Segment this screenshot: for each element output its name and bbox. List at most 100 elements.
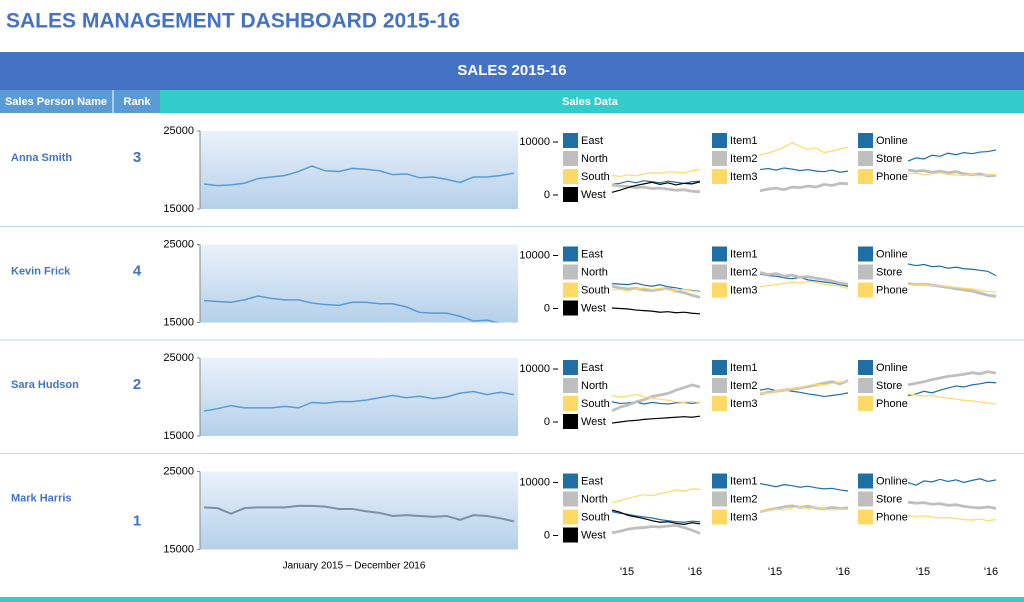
y-tick-label: 15000 bbox=[163, 543, 194, 555]
legend-swatch bbox=[563, 282, 578, 298]
legend-swatch bbox=[712, 378, 727, 393]
legend-label: Item3 bbox=[730, 171, 758, 183]
x-tick-label: '15 bbox=[916, 566, 930, 578]
legend-label: North bbox=[581, 380, 608, 392]
legend-label: Item2 bbox=[730, 380, 758, 392]
sparkline bbox=[611, 511, 701, 523]
sparkline bbox=[611, 393, 701, 404]
legend-label: Item3 bbox=[730, 284, 758, 296]
legend-swatch bbox=[858, 360, 873, 375]
legend-swatch bbox=[858, 509, 873, 525]
legend-label: Item3 bbox=[730, 511, 758, 523]
legend-label: East bbox=[581, 135, 603, 147]
sparkline bbox=[759, 271, 849, 286]
legend-label: Item3 bbox=[730, 398, 758, 410]
legend-swatch bbox=[712, 282, 727, 298]
legend-label: Store bbox=[876, 493, 902, 505]
legend-swatch bbox=[563, 396, 578, 411]
legend-swatch bbox=[712, 491, 727, 507]
legend-label: Online bbox=[876, 135, 908, 147]
dashboard-title: SALES MANAGEMENT DASHBOARD 2015-16 bbox=[6, 10, 460, 33]
sparkline bbox=[611, 509, 701, 525]
sales-person-name: Mark Harris bbox=[11, 492, 72, 504]
legend-swatch bbox=[563, 300, 578, 316]
sparkline bbox=[907, 283, 997, 293]
sparkline bbox=[611, 284, 701, 299]
legend-swatch bbox=[858, 264, 873, 280]
sparkline bbox=[759, 280, 849, 289]
sparkline bbox=[907, 172, 997, 177]
x-tick-label: '16 bbox=[688, 566, 702, 578]
sparkline bbox=[611, 183, 701, 194]
sparkline bbox=[759, 273, 849, 287]
sales-person-name: Anna Smith bbox=[11, 152, 72, 164]
legend-label: Phone bbox=[876, 511, 908, 523]
legend-label: Phone bbox=[876, 284, 908, 296]
y-tick-label: 10000 bbox=[519, 476, 550, 488]
sparkline bbox=[907, 149, 997, 162]
x-tick-label: '15 bbox=[768, 566, 782, 578]
legend-label: Store bbox=[876, 153, 902, 165]
legend-swatch bbox=[712, 246, 727, 262]
legend-label: South bbox=[581, 511, 610, 523]
sales-line bbox=[203, 504, 515, 523]
sparkline bbox=[907, 514, 997, 522]
header-cell bbox=[113, 90, 160, 113]
banner-bar bbox=[0, 52, 1024, 90]
legend-label: South bbox=[581, 171, 610, 183]
y-tick-label: 0 bbox=[544, 416, 550, 428]
column-header: Sales Person Name bbox=[5, 96, 107, 108]
legend-label: Item2 bbox=[730, 266, 758, 278]
legend-label: North bbox=[581, 153, 608, 165]
header-cell bbox=[160, 90, 1024, 113]
legend-label: Item1 bbox=[730, 248, 758, 260]
y-tick-label: 0 bbox=[544, 529, 550, 541]
y-tick-label: 0 bbox=[544, 189, 550, 201]
y-tick-label: 25000 bbox=[163, 238, 194, 250]
y-tick-label: 0 bbox=[544, 302, 550, 314]
legend-swatch bbox=[563, 414, 578, 429]
legend-swatch bbox=[712, 133, 727, 148]
plot-area bbox=[200, 358, 518, 436]
y-tick-label: 25000 bbox=[163, 125, 194, 137]
legend-label: Phone bbox=[876, 398, 908, 410]
y-tick-label: 10000 bbox=[519, 249, 550, 261]
y-tick-label: 15000 bbox=[163, 316, 194, 328]
legend-label: Item2 bbox=[730, 493, 758, 505]
sparkline bbox=[611, 168, 701, 178]
sparkline bbox=[611, 181, 701, 193]
legend-swatch bbox=[712, 169, 727, 184]
legend-label: Online bbox=[876, 475, 908, 487]
legend-swatch bbox=[858, 473, 873, 489]
sales-person-name: Kevin Frick bbox=[11, 265, 71, 277]
rank: 3 bbox=[133, 149, 141, 166]
y-tick-label: 25000 bbox=[163, 465, 194, 477]
x-tick-label: '15 bbox=[620, 566, 634, 578]
sales-person-name: Sara Hudson bbox=[11, 379, 79, 391]
banner-title: SALES 2015-16 bbox=[457, 62, 566, 79]
rank: 1 bbox=[133, 512, 141, 529]
sparkline bbox=[907, 263, 997, 277]
sparkline bbox=[907, 381, 997, 397]
legend-swatch bbox=[563, 169, 578, 184]
legend-label: Online bbox=[876, 362, 908, 374]
legend-swatch bbox=[563, 509, 578, 525]
legend-swatch bbox=[858, 169, 873, 184]
sparkline bbox=[611, 488, 701, 504]
legend-label: South bbox=[581, 284, 610, 296]
legend-label: West bbox=[581, 302, 606, 314]
sparkline bbox=[759, 506, 849, 512]
period-label: January 2015 – December 2016 bbox=[283, 561, 426, 572]
legend-label: East bbox=[581, 475, 603, 487]
sales-line bbox=[203, 390, 515, 412]
legend-swatch bbox=[712, 360, 727, 375]
legend-swatch bbox=[563, 264, 578, 280]
legend-swatch bbox=[712, 151, 727, 166]
y-tick-label: 15000 bbox=[163, 203, 194, 215]
plot-area bbox=[200, 131, 518, 209]
legend-swatch bbox=[563, 187, 578, 202]
legend-label: East bbox=[581, 362, 603, 374]
legend-label: South bbox=[581, 398, 610, 410]
legend-swatch bbox=[712, 473, 727, 489]
